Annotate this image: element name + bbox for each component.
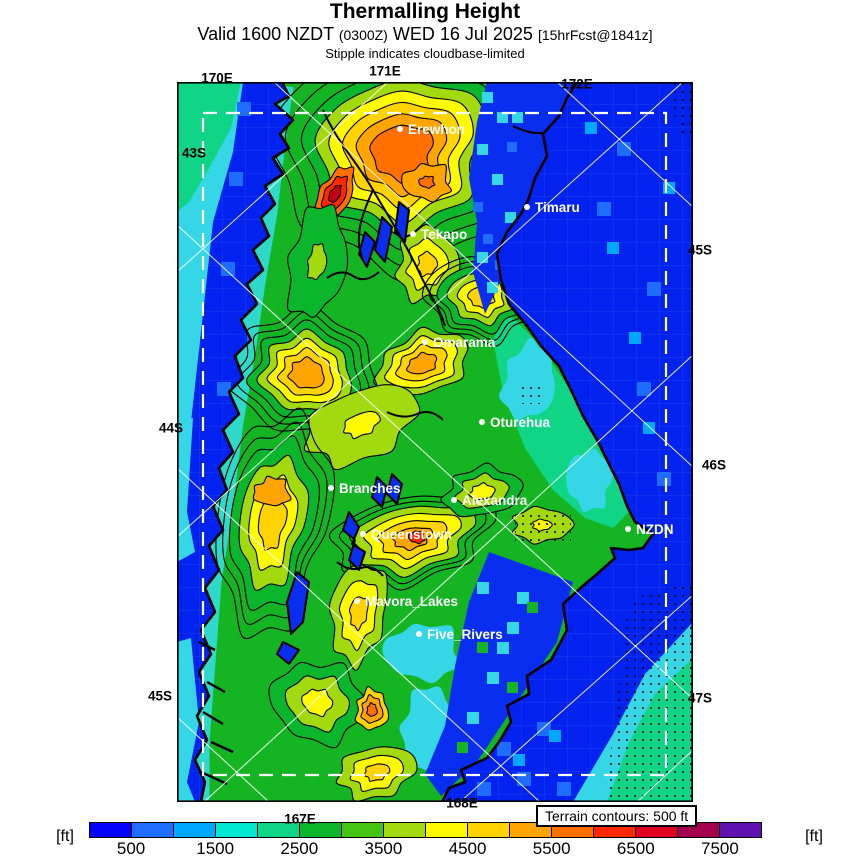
graticule-label-45s: 45S <box>147 688 173 704</box>
valid-date: WED 16 Jul 2025 <box>392 24 533 44</box>
site-dot <box>451 497 457 503</box>
units-left-label: [ft] <box>56 828 74 845</box>
stipple-note: Stipple indicates cloudbase-limited <box>325 46 525 61</box>
site-marker: Alexandra <box>451 493 528 508</box>
colorbar-tick-6500: 6500 <box>616 839 655 858</box>
colorbar-segment-5 <box>300 823 342 837</box>
colorbar-tick-5500: 5500 <box>532 839 571 858</box>
site-marker: Branches <box>328 481 401 496</box>
site-marker: Mavora_Lakes <box>354 594 458 609</box>
valid-line: Valid 1600 NZDT (0300Z) WED 16 Jul 2025 … <box>0 24 850 46</box>
site-dot <box>328 485 334 491</box>
graticule-label-46s: 46S <box>701 457 727 473</box>
valid-prefix: Valid 1600 NZDT <box>197 24 334 44</box>
site-label: Five_Rivers <box>427 627 503 642</box>
graticule-label-43s: 43S <box>181 145 207 161</box>
site-label: Branches <box>339 481 401 496</box>
site-marker: NZDN <box>625 522 674 537</box>
site-dot <box>524 204 530 210</box>
colorbar-tick-500: 500 <box>116 839 146 858</box>
colorbar-tick-4500: 4500 <box>448 839 487 858</box>
site-label: Omarama <box>433 335 496 350</box>
graticule-label-168e: 168E <box>446 795 478 811</box>
graticule-label-47s: 47S <box>687 690 713 706</box>
site-marker: Timaru <box>524 200 580 215</box>
colorbar-ticks: 500 1500 2500 3500 4500 5500 6500 7500 <box>89 839 762 859</box>
header-block: Thermalling Height Valid 1600 NZDT (0300… <box>0 0 850 61</box>
colorbar-segment-1 <box>132 823 174 837</box>
site-marker: Erewhon <box>397 122 465 137</box>
colorbar-tick-1500: 1500 <box>196 839 235 858</box>
colorbar-segment-0 <box>90 823 132 837</box>
site-dot <box>397 126 403 132</box>
site-dot <box>422 339 428 345</box>
terrain-contours-note: Terrain contours: 500 ft <box>536 805 698 827</box>
graticule-label-45s: 45S <box>687 242 713 258</box>
site-dot <box>354 598 360 604</box>
graticule-label-171e: 171E <box>369 63 401 79</box>
site-dot <box>410 231 416 237</box>
colorbar-segment-3 <box>216 823 258 837</box>
site-dot <box>479 419 485 425</box>
site-label: NZDN <box>636 522 674 537</box>
colorbar <box>89 822 762 838</box>
units-right-label: [ft] <box>805 828 823 845</box>
map-frame: Erewhon Timaru Tekapo Omarama Oturehua Branch… <box>177 82 693 802</box>
site-dot <box>416 631 422 637</box>
site-marker: Omarama <box>422 335 496 350</box>
graticule-label-44s: 44S <box>158 420 184 436</box>
site-marker: Queenstown <box>360 527 452 542</box>
colorbar-tick-3500: 3500 <box>364 839 403 858</box>
site-label: Mavora_Lakes <box>365 594 458 609</box>
site-label: Alexandra <box>462 493 528 508</box>
site-dot <box>360 531 366 537</box>
thermal-map: Erewhon Timaru Tekapo Omarama Oturehua Branch… <box>177 82 693 802</box>
site-label: Tekapo <box>421 227 467 242</box>
colorbar-tick-2500: 2500 <box>280 839 319 858</box>
colorbar-segment-8 <box>426 823 468 837</box>
site-marker: Five_Rivers <box>416 627 503 642</box>
sites-layer: Erewhon Timaru Tekapo Omarama Oturehua Branch… <box>328 122 674 642</box>
site-label: Queenstown <box>371 527 452 542</box>
site-label: Oturehua <box>490 415 550 430</box>
valid-time-z: (0300Z) <box>338 27 388 43</box>
graticule-label-167e: 167E <box>284 811 316 827</box>
colorbar-segment-9 <box>468 823 510 837</box>
site-dot <box>625 526 631 532</box>
colorbar-segment-6 <box>342 823 384 837</box>
graticule-label-172e: 172E <box>561 76 593 92</box>
graticule-label-170e: 170E <box>201 70 233 86</box>
colorbar-segment-2 <box>174 823 216 837</box>
site-label: Erewhon <box>408 122 465 137</box>
site-marker: Oturehua <box>479 415 550 430</box>
colorbar-segment-7 <box>384 823 426 837</box>
colorbar-tick-7500: 7500 <box>701 839 739 858</box>
site-marker: Tekapo <box>410 227 467 242</box>
page-title: Thermalling Height <box>329 0 521 23</box>
colorbar-segment-4 <box>258 823 300 837</box>
site-label: Timaru <box>535 200 580 215</box>
forecast-ref: [15hrFcst@1841z] <box>537 27 653 43</box>
colorbar-segment-15 <box>720 823 761 837</box>
